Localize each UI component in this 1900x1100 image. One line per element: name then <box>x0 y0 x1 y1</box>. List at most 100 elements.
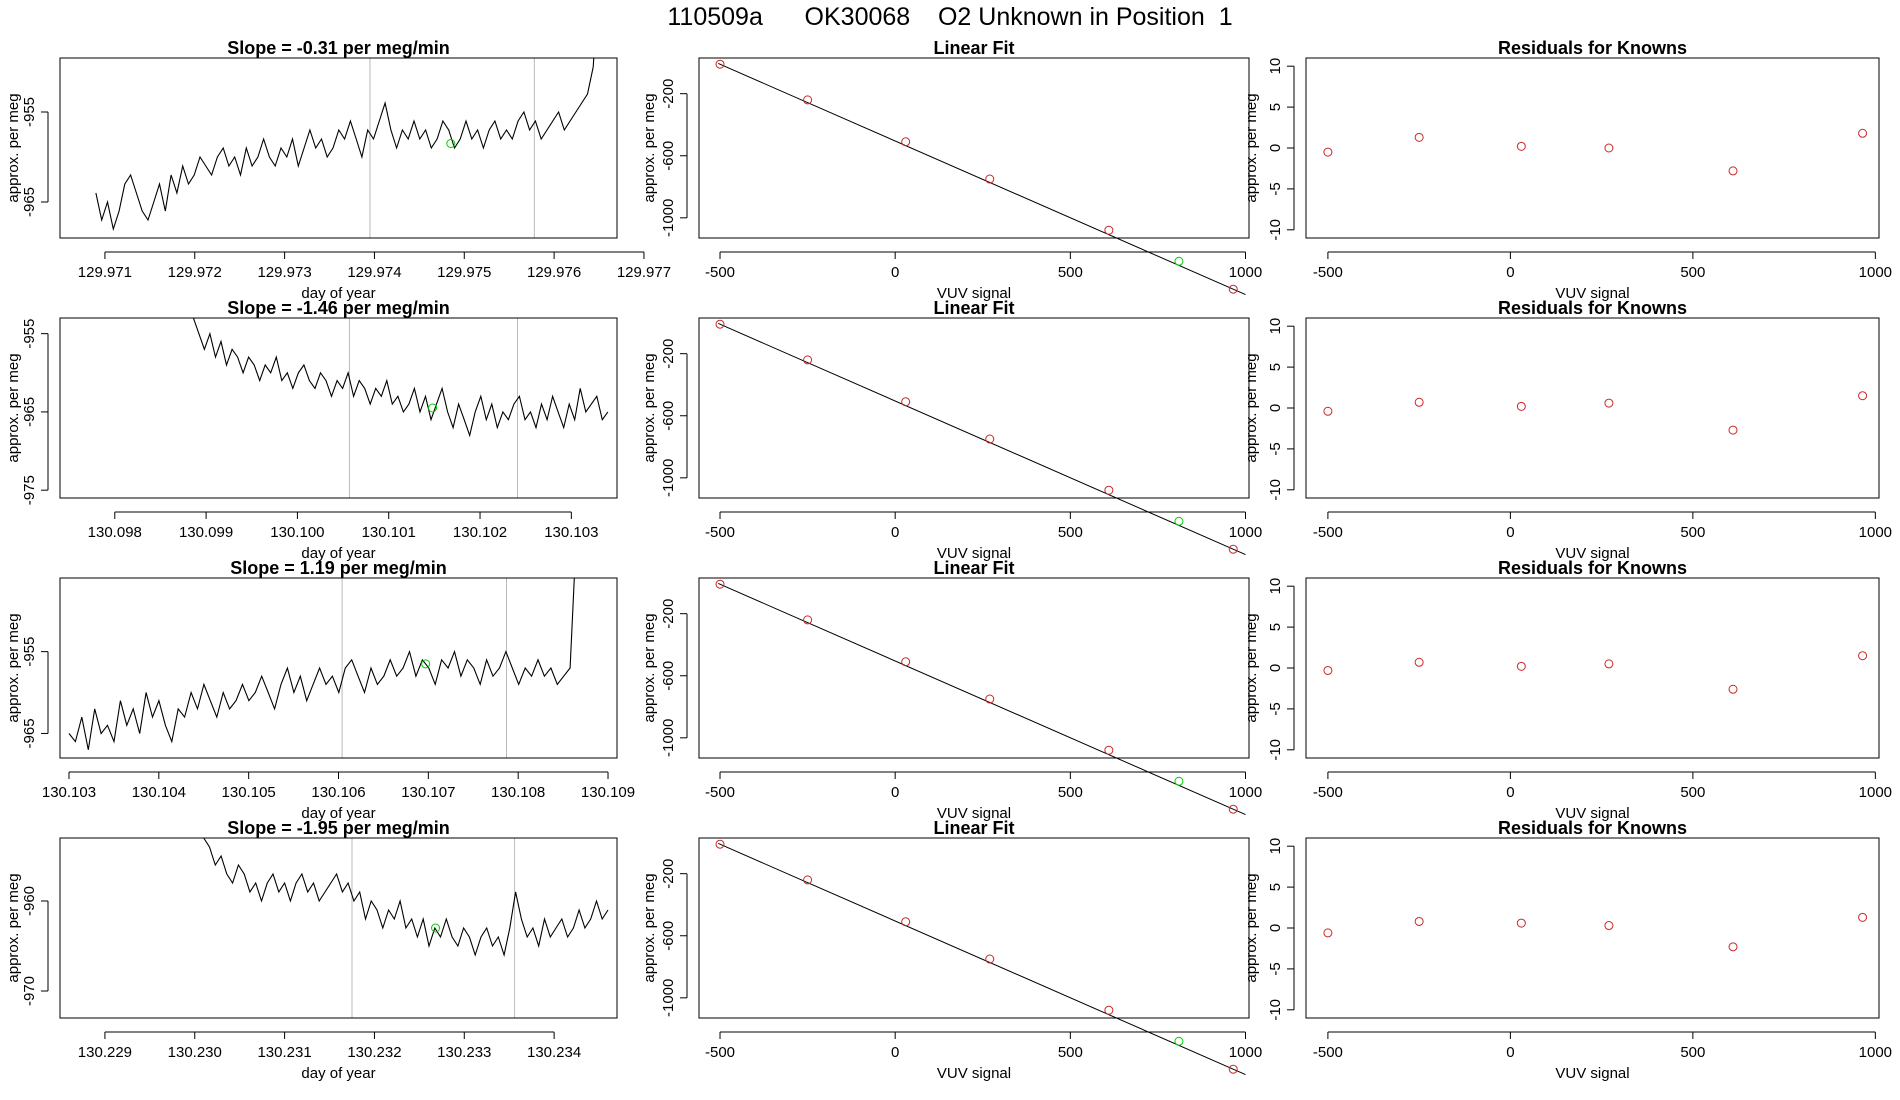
time-plot-3-xlabel: day of year <box>301 805 375 822</box>
resid-plot-1-title: Residuals for Knowns <box>1498 38 1687 58</box>
resid-plot-2-residual-point <box>1858 391 1868 401</box>
fit-plot-3-y-tick-label: -200 <box>660 599 677 629</box>
resid-plot-4-y-tick-label: -5 <box>1267 962 1284 975</box>
resid-plot-1-y-tick-label: -5 <box>1267 182 1284 195</box>
fit-plot-3-known-point <box>715 579 725 589</box>
fit-plot-3-title: Linear Fit <box>933 558 1014 578</box>
fit-plot-1-ylabel: approx. per meg <box>641 93 658 202</box>
resid-plot-4-y-tick-label: 10 <box>1267 838 1284 855</box>
resid-plot-3-y-tick-label: -5 <box>1267 702 1284 715</box>
time-plot-1-y-tick-label: -965 <box>21 187 38 217</box>
fit-plot-2-x-tick-label: -500 <box>705 524 735 541</box>
resid-plot-2-ylabel: approx. per meg <box>1243 353 1260 462</box>
title-run: 110509a <box>667 3 763 31</box>
fit-plot-2-known-point <box>901 397 911 407</box>
resid-plot-3-residual-point <box>1858 651 1868 661</box>
resid-plot-2-x-tick-label: 500 <box>1680 524 1705 541</box>
resid-plot-3-y-tick-label: 5 <box>1267 623 1284 631</box>
resid-plot-3-y-tick-label: 0 <box>1267 664 1284 672</box>
fit-plot-3-x-tick-label: -500 <box>705 784 735 801</box>
fit-plot-4-known-point <box>803 875 813 885</box>
resid-plot-1-residual-point <box>1414 132 1424 142</box>
time-plot-3-frame <box>59 577 618 759</box>
fit-plot-3-known-point <box>803 615 813 625</box>
resid-plot-4-x-tick-label: -500 <box>1313 1044 1343 1061</box>
time-plot-3-ylabel: approx. per meg <box>5 613 22 722</box>
time-plot-2-frame <box>59 317 618 499</box>
resid-plot-1-x-tick-label: 0 <box>1506 264 1514 281</box>
fit-plot-1-y-tick-label: -1000 <box>660 199 677 237</box>
resid-plot-4-y-tick-label: 0 <box>1267 924 1284 932</box>
fit-plot-1-x-tick-label: 1000 <box>1229 264 1262 281</box>
fit-plot-3-xlabel: VUV signal <box>937 805 1011 822</box>
time-plot-4-y-tick-label: -970 <box>21 976 38 1006</box>
resid-plot-4-x-tick-label: 500 <box>1680 1044 1705 1061</box>
resid-plot-4-x-tick-label: 1000 <box>1859 1044 1892 1061</box>
fit-plot-2-x-tick-label: 500 <box>1058 524 1083 541</box>
time-plot-2-unknown-point <box>428 403 438 413</box>
resid-plot-2-x-tick-label: -500 <box>1313 524 1343 541</box>
fit-plot-1-known-point <box>715 59 725 69</box>
time-plot-1-title: Slope = -0.31 per meg/min <box>227 38 450 58</box>
resid-plot-3-residual-point <box>1414 657 1424 667</box>
time-plot-4-title: Slope = -1.95 per meg/min <box>227 818 450 838</box>
resid-plot-4-x-tick-label: 0 <box>1506 1044 1514 1061</box>
time-plot-2-y-tick-label: -965 <box>21 397 38 427</box>
fit-plot-1-x-tick-label: 0 <box>891 264 899 281</box>
resid-plot-2-y-tick-label: -5 <box>1267 442 1284 455</box>
fit-plot-2-known-point <box>803 355 813 365</box>
resid-plot-1-x-tick-label: 500 <box>1680 264 1705 281</box>
resid-plot-2-x-tick-label: 1000 <box>1859 524 1892 541</box>
resid-plot-2-xlabel: VUV signal <box>1555 545 1629 562</box>
resid-plot-4-residual-point <box>1516 918 1526 928</box>
resid-plot-1-residual-point <box>1858 128 1868 138</box>
title-desc: O2 Unknown in Position <box>937 3 1205 31</box>
fit-plot-4-x-tick-label: -500 <box>705 1044 735 1061</box>
time-plot-4-x-tick-label: 130.234 <box>527 1044 581 1061</box>
fit-plot-4-known-point <box>901 917 911 927</box>
time-plot-4-series-line <box>203 838 609 958</box>
time-plot-2-x-tick-label: 130.100 <box>270 524 324 541</box>
resid-plot-1-residual-point <box>1728 166 1738 176</box>
fit-plot-4-unknown-point <box>1174 1036 1184 1046</box>
fit-plot-4-xlabel: VUV signal <box>937 1065 1011 1082</box>
time-plot-2-y-tick-label: -975 <box>21 475 38 505</box>
resid-plot-1-x-tick-label: -500 <box>1313 264 1343 281</box>
time-plot-4-y-tick-label: -960 <box>21 886 38 916</box>
resid-plot-3-y-tick-label: -10 <box>1267 739 1284 761</box>
time-plot-4-unknown-point <box>431 923 441 933</box>
time-plot-3-title: Slope = 1.19 per meg/min <box>230 558 447 578</box>
resid-plot-1-y-tick-label: 10 <box>1267 58 1284 75</box>
time-plot-2-x-tick-label: 130.099 <box>179 524 233 541</box>
fit-plot-1-title: Linear Fit <box>933 38 1014 58</box>
time-plot-1-xlabel: day of year <box>301 285 375 302</box>
resid-plot-3-y-tick-label: 10 <box>1267 578 1284 595</box>
fit-plot-2-ylabel: approx. per meg <box>641 353 658 462</box>
fit-plot-2-y-tick-label: -600 <box>660 401 677 431</box>
time-plot-1-x-tick-label: 129.972 <box>168 264 222 281</box>
fit-plot-4-known-point <box>715 839 725 849</box>
fit-plot-2-xlabel: VUV signal <box>937 545 1011 562</box>
fit-plot-3-known-point <box>985 694 995 704</box>
time-plot-2-title: Slope = -1.46 per meg/min <box>227 298 450 318</box>
time-plot-3-x-tick-label: 130.104 <box>132 784 186 801</box>
time-plot-3-x-tick-label: 130.108 <box>491 784 545 801</box>
fit-plot-4-ylabel: approx. per meg <box>641 873 658 982</box>
resid-plot-4-residual-point <box>1323 928 1333 938</box>
time-plot-1-ylabel: approx. per meg <box>5 93 22 202</box>
resid-plot-4-residual-point <box>1414 916 1424 926</box>
time-plot-3-y-tick-label: -955 <box>21 637 38 667</box>
time-plot-2-xlabel: day of year <box>301 545 375 562</box>
fit-plot-2-known-point <box>985 434 995 444</box>
time-plot-1-x-tick-label: 129.971 <box>78 264 132 281</box>
time-plot-1-y-tick-label: -955 <box>21 97 38 127</box>
fit-plot-1-y-tick-label: -200 <box>660 79 677 109</box>
time-plot-4-ylabel: approx. per meg <box>5 873 22 982</box>
resid-plot-2-residual-point <box>1728 425 1738 435</box>
time-plot-2-series-line <box>192 318 609 438</box>
resid-plot-2-y-tick-label: 0 <box>1267 404 1284 412</box>
resid-plot-2-frame <box>1305 317 1880 499</box>
resid-plot-2-title: Residuals for Knowns <box>1498 298 1687 318</box>
fit-plot-3-fit-line <box>718 582 1246 816</box>
fit-plot-2-y-tick-label: -200 <box>660 339 677 369</box>
